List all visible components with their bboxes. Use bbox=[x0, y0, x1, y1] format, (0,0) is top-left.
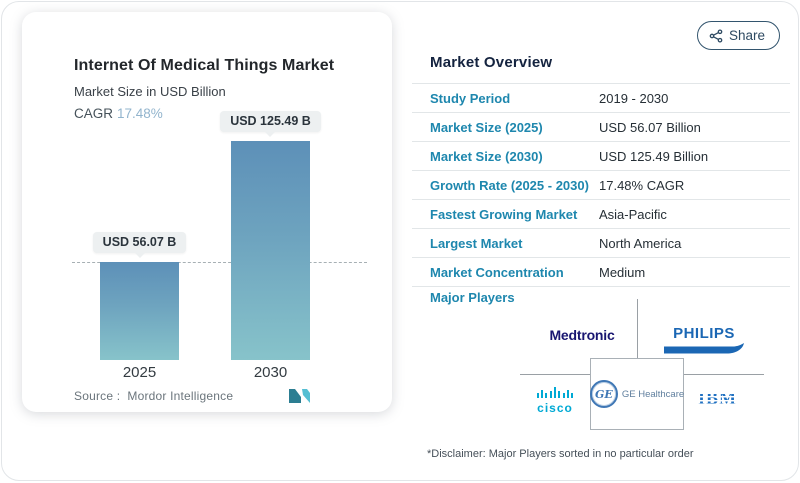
philips-swoosh-icon bbox=[664, 343, 744, 354]
table-row-growth-rate: Growth Rate (2025 - 2030) 17.48% CAGR bbox=[412, 171, 790, 200]
disclaimer-text: *Disclaimer: Major Players sorted in no … bbox=[427, 448, 694, 460]
row-value: North America bbox=[599, 235, 682, 251]
ibm-logo: IBM bbox=[698, 389, 737, 407]
ge-monogram-icon: GE bbox=[589, 380, 618, 408]
row-value: USD 125.49 Billion bbox=[599, 148, 709, 164]
market-overview-panel: Market Overview Study Period 2019 - 2030… bbox=[412, 42, 790, 480]
row-label: Market Size (2030) bbox=[430, 148, 543, 164]
row-value: Medium bbox=[599, 264, 646, 280]
cisco-logo: cisco bbox=[533, 385, 577, 415]
table-row-largest-market: Largest Market North America bbox=[412, 229, 790, 258]
table-row-fastest-growing-market: Fastest Growing Market Asia-Pacific bbox=[412, 200, 790, 229]
bar-2030[interactable] bbox=[231, 141, 310, 360]
mordor-intelligence-logo-icon bbox=[289, 389, 310, 403]
row-label: Market Concentration bbox=[430, 264, 564, 280]
bar-chart-plot: USD 56.07 B USD 125.49 B bbox=[22, 111, 392, 360]
cisco-wordmark: cisco bbox=[537, 401, 573, 415]
table-row-market-concentration: Market Concentration Medium bbox=[412, 258, 790, 287]
connector-vertical-line bbox=[637, 299, 638, 358]
reference-dashed-line bbox=[72, 262, 367, 263]
share-button[interactable]: Share bbox=[697, 21, 781, 50]
ge-monogram-text: GE bbox=[594, 387, 613, 401]
row-value: USD 56.07 Billion bbox=[599, 119, 701, 135]
chart-subtitle: Market Size in USD Billion bbox=[74, 84, 226, 99]
row-label: Largest Market bbox=[430, 235, 523, 251]
chart-title: Internet Of Medical Things Market bbox=[74, 57, 335, 74]
philips-logo: PHILIPS bbox=[662, 325, 746, 354]
chart-cagr: CAGR 17.48% bbox=[74, 106, 163, 121]
bar-label-2030-text: USD 125.49 B bbox=[220, 111, 321, 137]
bar-2025[interactable] bbox=[100, 262, 179, 360]
share-icon bbox=[709, 28, 723, 43]
table-row-market-size-2025: Market Size (2025) USD 56.07 Billion bbox=[412, 113, 790, 142]
medtronic-logo: Medtronic bbox=[549, 327, 615, 343]
overview-table: Study Period 2019 - 2030 Market Size (20… bbox=[412, 83, 790, 287]
row-label: Market Size (2025) bbox=[430, 119, 543, 135]
share-button-label: Share bbox=[729, 28, 766, 43]
philips-wordmark: PHILIPS bbox=[673, 325, 735, 342]
bar-label-2030: USD 125.49 B bbox=[211, 111, 330, 137]
cisco-bars-icon bbox=[537, 387, 573, 398]
bar-label-2025-text: USD 56.07 B bbox=[92, 232, 187, 258]
row-value: Asia-Pacific bbox=[599, 206, 667, 222]
market-chart-card: Internet Of Medical Things Market Market… bbox=[22, 12, 392, 412]
source-label: Source : bbox=[74, 389, 121, 403]
table-row-study-period: Study Period 2019 - 2030 bbox=[412, 84, 790, 113]
row-value: 17.48% CAGR bbox=[599, 177, 685, 193]
ge-healthcare-wordmark: GE Healthcare bbox=[621, 388, 685, 400]
bar-label-2025: USD 56.07 B bbox=[80, 232, 199, 258]
row-label: Fastest Growing Market bbox=[430, 206, 578, 222]
cagr-value: 17.48% bbox=[117, 106, 163, 121]
x-axis-label-2030: 2030 bbox=[253, 364, 288, 381]
x-axis-label-2025: 2025 bbox=[122, 364, 157, 381]
ibm-stripes-overlay bbox=[698, 390, 737, 406]
source-attribution: Source : Mordor Intelligence bbox=[74, 389, 233, 403]
row-value: 2019 - 2030 bbox=[599, 90, 669, 106]
table-row-market-size-2030: Market Size (2030) USD 125.49 Billion bbox=[412, 142, 790, 171]
row-label: Study Period bbox=[430, 90, 511, 106]
ge-healthcare-logo: GE GE Healthcare bbox=[589, 358, 685, 430]
major-players-label: Major Players bbox=[430, 290, 515, 305]
cagr-label: CAGR bbox=[74, 106, 114, 121]
row-label: Growth Rate (2025 - 2030) bbox=[430, 177, 589, 193]
source-value: Mordor Intelligence bbox=[127, 389, 234, 403]
overview-title: Market Overview bbox=[430, 54, 553, 71]
